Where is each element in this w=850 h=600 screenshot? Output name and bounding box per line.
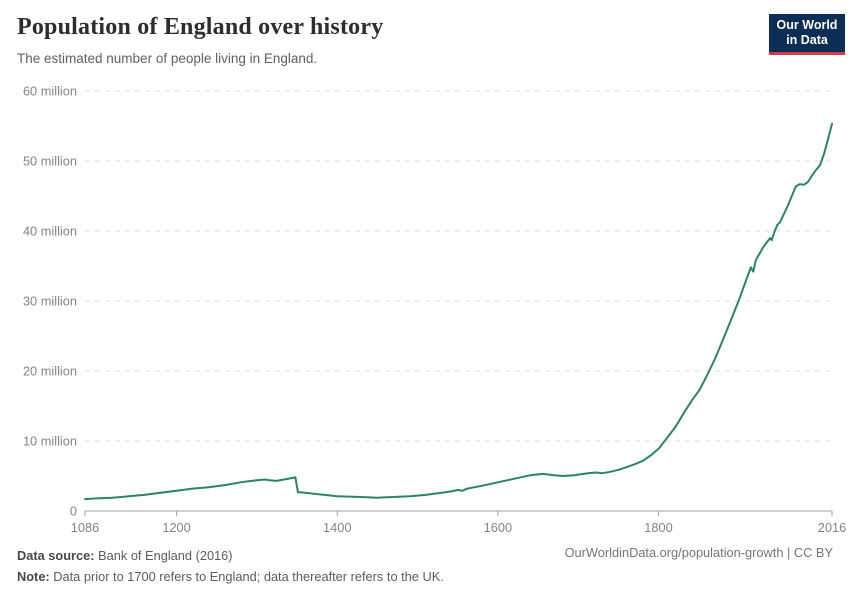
owid-logo-line2: in Data — [786, 33, 828, 48]
x-axis-tick-label: 1086 — [71, 520, 99, 535]
x-axis-tick-label: 2016 — [818, 520, 846, 535]
note-line: Note: Data prior to 1700 refers to Engla… — [17, 566, 444, 587]
y-axis-tick-label: 10 million — [23, 434, 77, 449]
x-axis-tick-label: 1800 — [644, 520, 672, 535]
owid-logo-line1: Our World — [776, 18, 838, 32]
note-value: Data prior to 1700 refers to England; da… — [53, 569, 444, 584]
chart-subtitle: The estimated number of people living in… — [17, 51, 318, 66]
y-axis-tick-label: 30 million — [23, 294, 77, 309]
y-axis-tick-label: 60 million — [23, 84, 77, 99]
y-axis-tick-label: 0 — [70, 504, 77, 519]
y-axis-tick-label: 20 million — [23, 364, 77, 379]
y-axis-tick-label: 50 million — [23, 154, 77, 169]
y-axis-tick-label: 40 million — [23, 224, 77, 239]
owid-logo[interactable]: Our World in Data — [769, 14, 845, 55]
x-axis-tick-label: 1400 — [323, 520, 351, 535]
data-source-value: Bank of England (2016) — [98, 548, 233, 563]
owid-citation-link[interactable]: OurWorldinData.org/population-growth | C… — [564, 545, 833, 560]
data-source-line: Data source: Bank of England (2016) — [17, 545, 444, 566]
chart-footer: Data source: Bank of England (2016) Note… — [17, 545, 444, 587]
x-axis-tick-label: 1200 — [162, 520, 190, 535]
page-title: Population of England over history — [17, 14, 384, 40]
owid-logo-accent-bar — [769, 51, 845, 55]
note-label: Note: — [17, 569, 50, 584]
population-series-line[interactable] — [84, 122, 833, 501]
data-source-label: Data source: — [17, 548, 95, 563]
x-axis-tick-label: 1600 — [484, 520, 512, 535]
